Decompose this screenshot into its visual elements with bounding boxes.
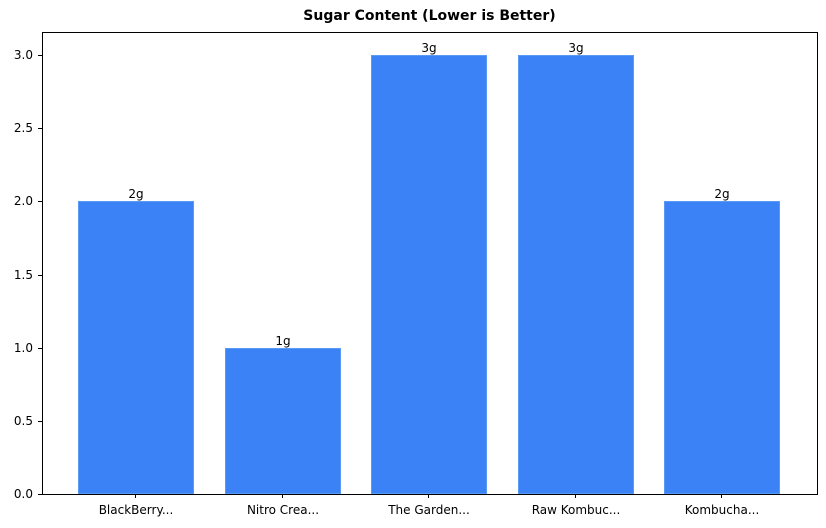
bar [664,201,780,494]
y-tick-mark [38,420,42,422]
bar-value-label: 1g [275,333,291,348]
x-tick-label: The Garden... [388,503,470,517]
bar [371,55,487,494]
x-tick: BlackBerry... [56,494,216,524]
x-tick: Raw Kombuc... [496,494,656,524]
y-tick-mark [38,274,42,276]
x-tick-label: Raw Kombuc... [531,503,621,517]
x-tick-mark [575,494,576,498]
x-tick-label: Kombucha... [684,503,760,517]
y-tick-mark [38,55,42,57]
y-tick-mark [38,201,42,203]
x-tick-label: BlackBerry... [98,503,174,517]
bar-value-label: 3g [568,41,584,56]
plot-area [42,32,818,495]
bar [225,347,341,494]
x-tick-mark [428,494,429,498]
y-tick-label: 3.0 [13,48,33,63]
bar-value-label: 3g [421,41,437,56]
y-tick-label: 0.0 [13,487,33,501]
y-tick-mark [38,347,42,349]
y-tick-label: 0.5 [13,413,33,428]
x-tick-label: Nitro Crea... [246,503,320,517]
x-tick: The Garden... [349,494,509,524]
chart-title: Sugar Content (Lower is Better) [303,8,556,24]
x-tick: Kombucha... [642,494,802,524]
y-tick-label: 1.5 [13,267,33,282]
y-tick-mark [38,128,42,130]
bar [78,201,194,494]
x-tick-mark [135,494,136,498]
y-tick-mark [38,494,42,495]
x-tick-mark [282,494,283,498]
bar-value-label: 2g [714,187,730,202]
y-tick-label: 2.0 [13,194,33,209]
bar-value-label: 2g [128,187,144,202]
y-tick-label: 2.5 [13,121,33,136]
x-tick: Nitro Crea... [203,494,363,524]
bar [518,55,634,494]
y-tick-label: 1.0 [13,340,33,355]
x-tick-mark [721,494,722,498]
